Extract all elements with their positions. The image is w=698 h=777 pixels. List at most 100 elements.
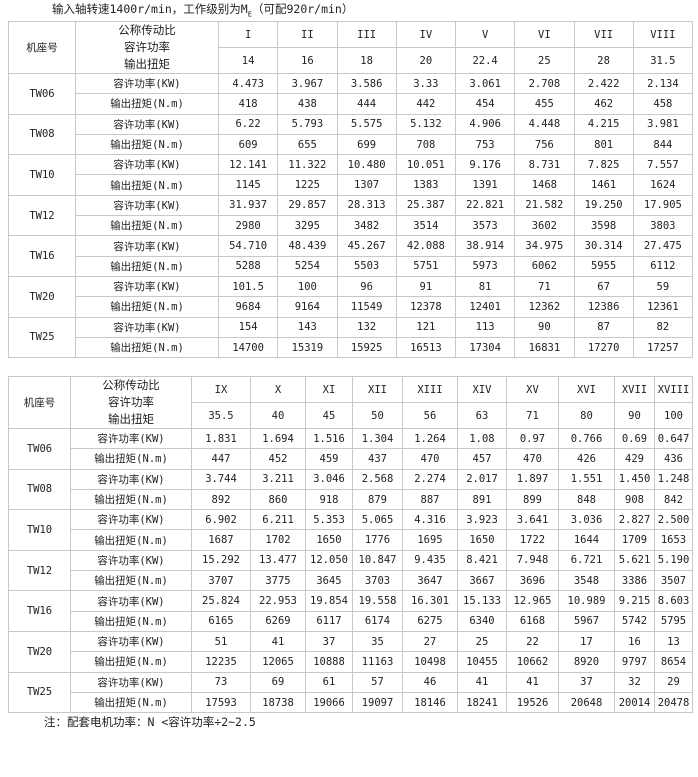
- power-cell: 6.902: [191, 509, 251, 531]
- torque-cell: 3602: [514, 215, 575, 237]
- power-cell: 1.516: [305, 427, 353, 450]
- table-row-power: TW06 容许功率(KW) 4.473 3.967 3.586 3.33 3.061 2.70…: [8, 72, 694, 115]
- torque-cell: 14700: [217, 336, 279, 359]
- torque-cell: 438: [277, 93, 338, 115]
- torque-cell: 12362: [514, 296, 575, 318]
- ratio-header: 35.5: [191, 402, 251, 429]
- torque-cell: 1695: [402, 529, 458, 551]
- torque-cell: 5742: [614, 610, 655, 632]
- power-cell: 4.316: [402, 509, 458, 531]
- torque-cell: 1709: [614, 529, 655, 551]
- power-cell: 9.215: [614, 590, 655, 612]
- power-cell: 22.953: [250, 590, 306, 612]
- title-subscript: E: [247, 10, 252, 19]
- power-cell: 16: [614, 630, 655, 653]
- table-row-torque: 输出扭矩(N.m) 447 452 459 437 470 457 470 426 429 436: [9, 448, 693, 470]
- grade-header: XVII: [614, 376, 655, 403]
- torque-cell: 655: [277, 133, 338, 156]
- frame-cell: TW25: [8, 316, 76, 359]
- torque-cell: 6112: [632, 255, 694, 277]
- torque-cell: 1225: [277, 174, 338, 196]
- power-label: 容许功率(KW): [70, 549, 192, 572]
- spec-table-1: 机座号 公称传动比 容许功率 输出扭矩 I II III IV V VI VII VIII 14 16 18…: [8, 21, 694, 359]
- table-row-power: TW20 容许功率(KW) 51 41 37 35 27 25 22 17 16 13: [8, 630, 693, 673]
- power-cell: 91: [395, 275, 457, 298]
- frame-cell: TW10: [8, 509, 71, 551]
- power-cell: 16.301: [402, 590, 458, 612]
- torque-cell: 1702: [250, 529, 306, 551]
- torque-cell: 19526: [506, 691, 559, 714]
- power-cell: 2.422: [573, 72, 634, 95]
- power-cell: 1.551: [558, 468, 615, 490]
- ratio-header: 63: [457, 402, 507, 429]
- power-label: 容许功率(KW): [70, 427, 192, 450]
- power-cell: 5.065: [352, 509, 403, 531]
- torque-cell: 860: [250, 488, 306, 511]
- ratio-header: 25: [514, 47, 575, 74]
- torque-cell: 5254: [277, 255, 338, 277]
- torque-label: 输出扭矩(N.m): [70, 610, 192, 632]
- torque-cell: 15319: [277, 336, 338, 359]
- ratio-header: 50: [352, 402, 403, 429]
- table-row-power: TW16 容许功率(KW) 54.710 48.439 45.267 42.088 38.9…: [8, 235, 694, 277]
- torque-cell: 1624: [632, 174, 694, 196]
- frame-cell: TW12: [8, 194, 76, 237]
- power-cell: 1.897: [506, 468, 559, 490]
- ratio-header: 45: [305, 402, 353, 429]
- torque-cell: 426: [558, 448, 615, 470]
- torque-cell: 1644: [558, 529, 615, 551]
- power-cell: 5.190: [654, 549, 693, 572]
- power-label: 容许功率(KW): [75, 72, 219, 95]
- power-cell: 3.641: [506, 509, 559, 531]
- power-cell: 67: [573, 275, 634, 298]
- torque-cell: 6117: [305, 610, 353, 632]
- torque-cell: 3482: [336, 215, 397, 237]
- torque-cell: 1307: [336, 174, 397, 196]
- power-cell: 5.793: [277, 113, 338, 135]
- grade-header: X: [250, 376, 306, 403]
- torque-cell: 3707: [191, 570, 251, 592]
- power-cell: 3.981: [632, 113, 694, 135]
- power-cell: 42.088: [395, 235, 457, 257]
- torque-cell: 17257: [632, 336, 694, 359]
- torque-cell: 457: [457, 448, 507, 470]
- power-cell: 8.731: [514, 154, 575, 176]
- torque-cell: 9164: [277, 296, 338, 318]
- torque-label: 输出扭矩(N.m): [75, 174, 219, 196]
- power-cell: 2.827: [614, 509, 655, 531]
- spec-table-2: 机座号 公称传动比 容许功率 输出扭矩 IX X XI XII XIII XIV XV XVI XVII…: [8, 376, 693, 714]
- torque-cell: 11163: [352, 651, 403, 673]
- power-label: 容许功率(KW): [70, 671, 192, 693]
- table-row-torque: 输出扭矩(N.m) 9684 9164 11549 12378 12401 12362 123…: [9, 296, 694, 318]
- table-row-torque: 输出扭矩(N.m) 609 655 699 708 753 756 801 844: [9, 133, 694, 156]
- table-row-torque: 输出扭矩(N.m) 892 860 918 879 887 891 899 848 908 842: [9, 488, 693, 511]
- power-cell: 28.313: [336, 194, 397, 217]
- torque-cell: 12065: [250, 651, 306, 673]
- table-row-torque: 输出扭矩(N.m) 12235 12065 10888 11163 10498 10455 1…: [9, 651, 693, 673]
- torque-cell: 20014: [614, 691, 655, 714]
- power-cell: 25.824: [191, 590, 251, 612]
- ratio-header: 14: [217, 47, 279, 74]
- torque-cell: 1650: [457, 529, 507, 551]
- power-cell: 3.744: [191, 468, 251, 490]
- power-cell: 143: [277, 316, 338, 338]
- power-cell: 82: [632, 316, 694, 338]
- torque-cell: 10662: [506, 651, 559, 673]
- power-cell: 17.905: [632, 194, 694, 217]
- torque-cell: 899: [506, 488, 559, 511]
- power-label: 容许功率(KW): [70, 509, 192, 531]
- power-cell: 19.854: [305, 590, 353, 612]
- torque-cell: 3573: [454, 215, 516, 237]
- power-cell: 22.821: [454, 194, 516, 217]
- torque-cell: 19097: [352, 691, 403, 714]
- torque-cell: 842: [654, 488, 693, 511]
- header-label-ratio: 公称传动比: [118, 23, 176, 37]
- torque-cell: 454: [454, 93, 516, 115]
- power-cell: 34.975: [514, 235, 575, 257]
- power-label: 容许功率(KW): [75, 275, 219, 298]
- table-row-torque: 输出扭矩(N.m) 5288 5254 5503 5751 5973 6062 5955 611…: [9, 255, 694, 277]
- power-cell: 8.603: [654, 590, 693, 612]
- power-cell: 1.304: [352, 427, 403, 450]
- power-cell: 59: [632, 275, 694, 298]
- torque-cell: 12235: [191, 651, 251, 673]
